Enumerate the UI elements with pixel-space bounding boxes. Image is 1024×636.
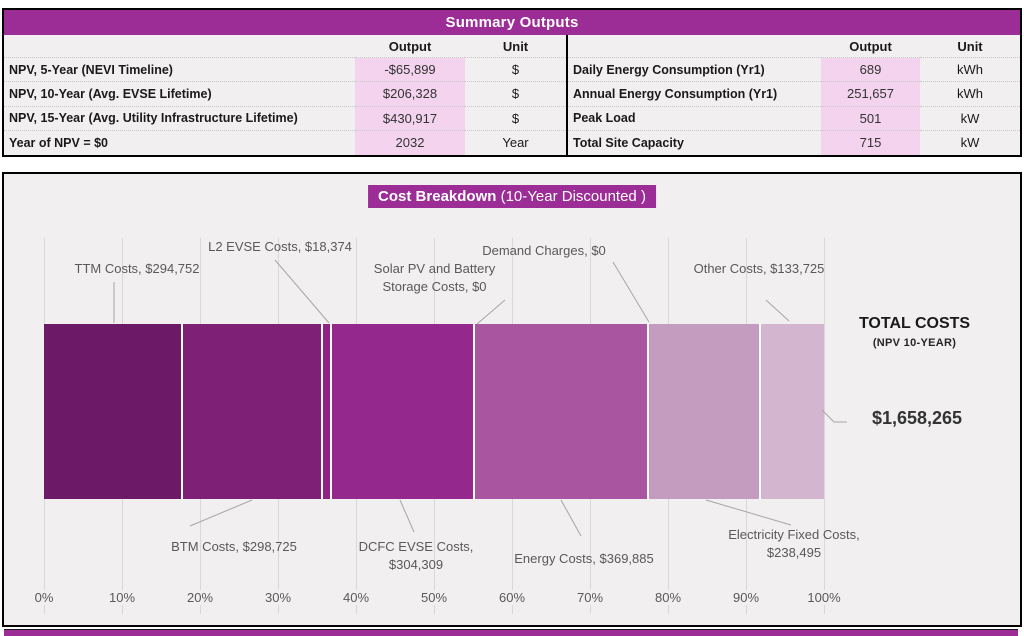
bar-segment-ttm-costs (44, 324, 183, 499)
x-tick-label: 80% (651, 590, 685, 605)
total-costs-value: $1,658,265 (871, 408, 963, 428)
summary-title: Summary Outputs (4, 10, 1020, 35)
column-header-output: Output (821, 35, 920, 58)
chart-title: Cost Breakdown (10-Year Discounted ) (368, 185, 656, 208)
x-tick-label: 30% (261, 590, 295, 605)
callout-solar-pv-battery: Solar PV and Battery Storage Costs, $0 (373, 261, 496, 294)
stacked-bar (44, 324, 824, 499)
row-label: NPV, 5-Year (NEVI Timeline) (4, 58, 355, 83)
bar-segment-electricity-fixed-costs (648, 324, 762, 499)
x-tick-label: 10% (105, 590, 139, 605)
row-unit: kW (920, 107, 1020, 131)
x-tick-label: 60% (495, 590, 529, 605)
row-output: 2032 (355, 130, 465, 155)
x-tick-label: 50% (417, 590, 451, 605)
spacer-cell (568, 35, 821, 58)
x-tick-label: 40% (339, 590, 373, 605)
x-tick-label: 90% (729, 590, 763, 605)
column-header-unit: Unit (920, 35, 1020, 58)
row-label: NPV, 10-Year (Avg. EVSE Lifetime) (4, 82, 355, 107)
gridline (824, 238, 825, 614)
row-unit: Year (502, 135, 529, 151)
row-unit: kWh (920, 82, 1020, 107)
column-header-output: Output (355, 35, 465, 58)
row-output: 251,657 (821, 82, 920, 107)
chart-title-note: (10-Year Discounted ) (496, 188, 646, 205)
callout-ttm-costs: TTM Costs, $294,752 (74, 261, 200, 276)
callout-l2-evse-costs: L2 EVSE Costs, $18,374 (208, 239, 352, 254)
row-output: 715 (821, 130, 920, 155)
summary-table: Output Unit NPV, 5-Year (NEVI Timeline) … (4, 35, 1020, 155)
x-tick-label: 70% (573, 590, 607, 605)
row-unit: kW (960, 135, 980, 151)
summary-table-right: Output Unit Daily Energy Consumption (Yr… (566, 35, 1020, 155)
row-output: -$65,899 (355, 58, 465, 83)
row-label: Total Site Capacity (573, 135, 684, 150)
spacer-cell (4, 35, 355, 58)
bar-segment-dcfc-evse-costs (331, 324, 475, 499)
callout-other-costs: Other Costs, $133,725 (693, 261, 825, 276)
cost-breakdown-chart-panel: Cost Breakdown (10-Year Discounted ) TTM… (2, 172, 1022, 627)
row-unit: kWh (920, 58, 1020, 83)
chart-title-main: Cost Breakdown (378, 188, 497, 205)
row-output: $430,917 (355, 106, 465, 131)
row-unit: $ (465, 107, 566, 131)
row-label: Peak Load (568, 107, 821, 131)
x-tick-label: 0% (31, 590, 57, 605)
next-section-header-edge (4, 629, 1018, 636)
row-label: NPV, 15-Year (Avg. Utility Infrastructur… (4, 107, 355, 131)
callout-electricity-fixed-costs: Electricity Fixed Costs, $238,495 (728, 527, 860, 560)
callout-dcfc-evse-costs: DCFC EVSE Costs, $304,309 (358, 539, 474, 572)
callout-demand-charges: Demand Charges, $0 (482, 243, 606, 258)
total-costs-sublabel: (NPV 10-YEAR) (872, 337, 957, 349)
summary-table-left: Output Unit NPV, 5-Year (NEVI Timeline) … (4, 35, 566, 155)
total-costs-label: TOTAL COSTS (858, 315, 971, 332)
bar-segment-other-costs (761, 324, 824, 499)
bar-segment-btm-costs (182, 324, 324, 499)
row-output: 501 (821, 106, 920, 131)
x-tick-label: 100% (804, 590, 844, 605)
x-tick-label: 20% (183, 590, 217, 605)
callout-energy-costs: Energy Costs, $369,885 (514, 551, 654, 566)
row-unit: $ (465, 82, 566, 107)
row-output: 689 (821, 58, 920, 83)
row-label: Annual Energy Consumption (Yr1) (568, 82, 821, 107)
row-label: Year of NPV = $0 (9, 135, 109, 150)
column-header-unit: Unit (465, 35, 566, 58)
row-output: $206,328 (355, 82, 465, 107)
callout-btm-costs: BTM Costs, $298,725 (171, 539, 297, 554)
bar-segment-energy-costs (474, 324, 649, 499)
bar-segment-l2-evse-costs (323, 324, 332, 499)
row-unit: $ (465, 58, 566, 83)
row-label: Daily Energy Consumption (Yr1) (568, 58, 821, 83)
summary-outputs-panel: Summary Outputs Output Unit NPV, 5-Year … (2, 8, 1022, 157)
